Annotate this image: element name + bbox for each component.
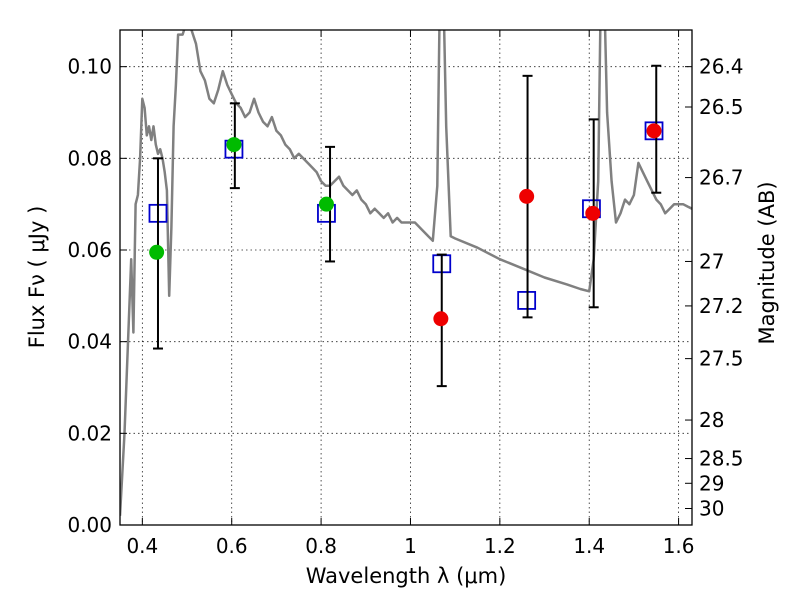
x-tick-label: 0.8 [305, 534, 337, 558]
x-tick-label: 0.4 [126, 534, 158, 558]
observed-point [226, 137, 242, 153]
grid [120, 30, 692, 526]
y-tick-label: 0.04 [67, 330, 112, 354]
y-tick-label: 0.02 [67, 421, 112, 445]
right-tick-label: 28.5 [699, 447, 744, 471]
x-tick-label: 0.6 [216, 534, 248, 558]
right-tick-label: 26.5 [699, 95, 744, 119]
x-tick-label: 1.6 [663, 534, 695, 558]
right-tick-label: 27 [699, 249, 724, 273]
observed-point [585, 205, 601, 221]
right-tick-label: 30 [699, 497, 724, 521]
y-axis-label: Flux Fν ( μJy ) [25, 206, 49, 349]
observed-point [149, 244, 165, 260]
observed-point [519, 188, 535, 204]
right-tick-label: 27.2 [699, 294, 744, 318]
x-tick-label: 1.4 [573, 534, 605, 558]
right-tick-label: 29 [699, 471, 724, 495]
x-axis-label: Wavelength λ (μm) [306, 564, 507, 588]
y-tick-label: 0.00 [67, 513, 112, 537]
model-flux-square [644, 121, 664, 141]
axes: 0.4 0.6 0.8 1 1.2 1.4 1.6 0.00 0.02 0.04 0.06 0.08 0… [67, 30, 744, 558]
right-tick-label: 26.4 [699, 55, 744, 79]
right-tick-label: 28 [699, 408, 724, 432]
y-tick-label: 0.08 [67, 146, 112, 170]
right-tick-label: 27.5 [699, 347, 744, 371]
x-tick-label: 1.2 [484, 534, 516, 558]
y-tick-label: 0.06 [67, 238, 112, 262]
y-axis-right-label: Magnitude (AB) [755, 181, 779, 344]
plot-frame [119, 29, 693, 526]
x-tick-label: 1 [404, 534, 417, 558]
observed-point [318, 196, 334, 212]
data-layer [120, 30, 692, 516]
right-tick-label: 26.7 [699, 166, 744, 190]
observed-point [433, 311, 449, 327]
errorbar-layer [149, 64, 662, 388]
observed-point [646, 123, 662, 139]
model-spectrum-line [120, 30, 692, 516]
y-tick-label: 0.10 [67, 55, 112, 79]
